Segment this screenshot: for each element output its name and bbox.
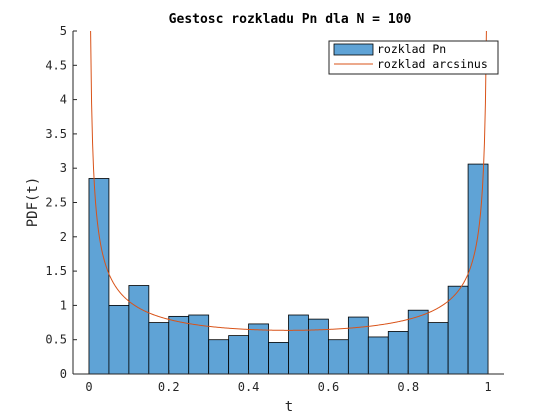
y-tick-label: 4.5	[45, 58, 67, 72]
histogram-bar	[288, 314, 309, 375]
x-axis-ticks: 0 0.2 0.4 0.6 0.8 1	[85, 370, 492, 394]
histogram-bar	[88, 178, 110, 375]
y-tick-label: 2	[60, 230, 67, 244]
histogram-bar	[168, 315, 190, 375]
legend-label-line: rozklad arcsinus	[377, 57, 488, 71]
histogram-bars	[88, 163, 489, 375]
histogram-bar	[387, 331, 409, 375]
histogram-bar	[208, 339, 230, 375]
legend: rozklad Pn rozklad arcsinus	[328, 40, 499, 75]
y-tick-label: 2.5	[45, 196, 67, 210]
histogram-bar	[367, 336, 389, 375]
x-tick-label: 0.6	[318, 380, 340, 394]
histogram-bar	[228, 335, 249, 375]
histogram-bar	[427, 322, 449, 375]
legend-swatch-histogram	[333, 43, 374, 56]
histogram-bar	[328, 339, 349, 375]
x-tick-label: 1	[484, 380, 491, 394]
histogram-bar	[407, 309, 429, 375]
y-tick-label: 1	[60, 298, 67, 312]
y-axis-ticks: 0 0.5 1 1.5 2 2.5 3 3.5 4 4.5 5	[45, 24, 77, 381]
y-tick-label: 0	[60, 367, 67, 381]
histogram-bar	[308, 318, 329, 375]
y-tick-label: 1.5	[45, 264, 67, 278]
y-tick-label: 5	[60, 24, 67, 38]
x-tick-label: 0.2	[158, 380, 180, 394]
histogram-bar	[347, 316, 369, 375]
histogram-bar	[447, 285, 469, 375]
y-axis-label: PDF(t)	[25, 177, 41, 228]
histogram-bar	[128, 285, 150, 375]
histogram-bar	[467, 163, 489, 375]
chart-title: Gestosc rozkladu Pn dla N = 100	[169, 12, 412, 27]
x-tick-label: 0.8	[397, 380, 419, 394]
histogram-bar	[108, 304, 130, 375]
arcsine-density-line	[90, 30, 487, 331]
x-axis-label: t	[285, 399, 293, 415]
legend-label-histogram: rozklad Pn	[377, 42, 446, 56]
y-tick-label: 3.5	[45, 127, 67, 141]
y-tick-label: 3	[60, 161, 67, 175]
histogram-bar	[248, 323, 269, 375]
histogram-bar	[148, 322, 170, 375]
x-tick-label: 0	[85, 380, 92, 394]
x-tick-label: 0.4	[238, 380, 260, 394]
y-tick-label: 0.5	[45, 333, 67, 347]
histogram-bar	[268, 342, 289, 375]
y-tick-label: 4	[60, 93, 67, 107]
